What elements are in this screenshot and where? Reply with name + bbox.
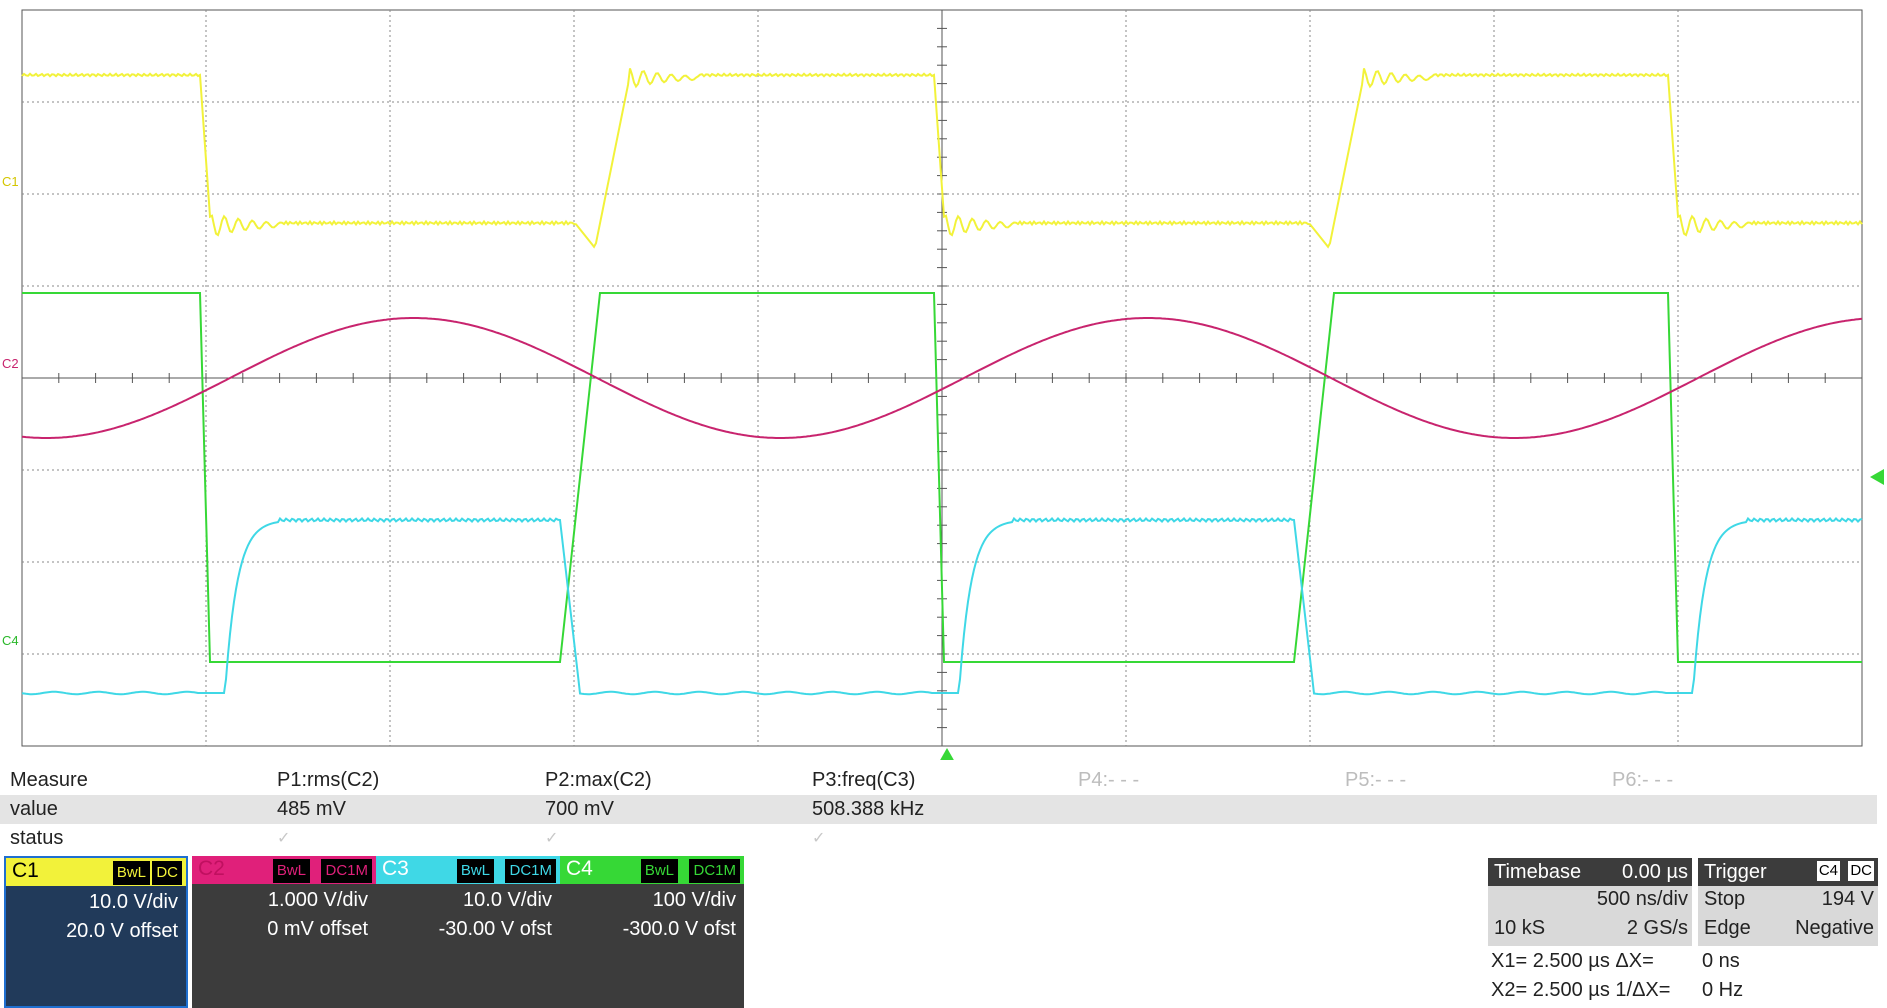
measure-p6-header[interactable]: P6:- - - [1612,769,1674,791]
cursor-dx: 0 ns [1702,950,1740,972]
trigger-mode: Stop [1704,888,1746,910]
trigger-type: Edge [1704,917,1751,939]
cursor-x2: X2= 2.500 µs 1/ΔX= [1491,979,1671,1001]
channel-c3-header: C3 BwL DC1M [376,856,560,884]
c2-trace[interactable] [21,317,1863,439]
measure-p3-value: 508.388 kHz [812,798,925,820]
trigger-coupling-badge: DC [1848,861,1874,881]
channel-c1-name: C1 [12,859,39,882]
channel-c4-vdiv: 100 V/div [652,889,736,911]
measure-p2-header[interactable]: P2:max(C2) [545,769,652,791]
channel-c3-vdiv: 10.0 V/div [463,889,552,911]
trigger-label: Trigger [1704,861,1767,883]
measure-value-label: value [10,798,58,820]
cursor-x1: X1= 2.500 µs ΔX= [1491,950,1654,972]
channel-c3-name: C3 [382,857,409,880]
measure-status-row: status ✓ ✓ ✓ [0,824,1877,853]
channel-c1-vdiv: 10.0 V/div [89,891,178,913]
c4-marker[interactable]: C4 [2,633,19,648]
traces [21,68,1863,696]
measure-p3-header[interactable]: P3:freq(C3) [812,769,916,791]
measure-table: Measure P1:rms(C2) P2:max(C2) P3:freq(C3… [0,766,1887,856]
channel-c3-offset: -30.00 V ofst [438,918,552,940]
trigger-slope: Negative [1795,917,1874,939]
channel-c1-coupling-badge: DC [152,861,182,885]
trigger-body: Stop 194 V Edge Negative [1698,886,1878,946]
measure-status-label: status [10,827,64,849]
channel-c1-header: C1 BwL DC [6,858,186,886]
channel-c4-coupling-badge: DC1M [689,859,740,883]
waveform-grid[interactable]: C1 C2 C4 [0,0,1887,760]
channel-c4-header: C4 BwL DC1M [560,856,744,884]
channel-c2-offset: 0 mV offset [267,918,368,940]
channel-markers: C1 C2 C4 [2,174,1884,760]
measure-header-row: Measure P1:rms(C2) P2:max(C2) P3:freq(C3… [0,766,1877,795]
measure-p3-status-icon: ✓ [812,830,826,847]
channel-c3-box[interactable]: C3 BwL DC1M 10.0 V/div -30.00 V ofst [376,856,560,1008]
channel-c4-offset: -300.0 V ofst [622,918,736,940]
timebase-body: 500 ns/div 10 kS 2 GS/s [1488,886,1692,946]
trigger-level-marker[interactable] [1870,469,1884,485]
timebase-samples: 10 kS [1494,917,1546,939]
channel-c1-offset: 20.0 V offset [66,920,178,942]
measure-header-label: Measure [10,769,88,791]
measure-p1-status-icon: ✓ [277,830,291,847]
c3-trace[interactable] [21,516,1863,696]
channel-c2-name: C2 [198,857,225,880]
channel-c1-box[interactable]: C1 BwL DC 10.0 V/div 20.0 V offset [4,856,188,1008]
trigger-source-badge: C4 [1816,861,1840,881]
channel-c2-bw-badge: BwL [272,859,310,883]
trigger-box[interactable]: Trigger C4 DC Stop 194 V Edge Negative [1698,858,1878,1008]
channel-c4-name: C4 [566,857,593,880]
trigger-position-marker[interactable] [939,748,955,760]
measure-p1-header[interactable]: P1:rms(C2) [277,769,380,791]
measure-p1-value: 485 mV [277,798,346,820]
channel-c2-coupling-badge: DC1M [321,859,372,883]
channel-c3-bw-badge: BwL [456,859,494,883]
timebase-delay: 0.00 µs [1621,861,1688,883]
trigger-header: Trigger C4 DC [1698,858,1878,886]
measure-p2-status-icon: ✓ [545,830,559,847]
timebase-tdiv: 500 ns/div [1596,888,1688,910]
channel-c3-coupling-badge: DC1M [505,859,556,883]
measure-p5-header[interactable]: P5:- - - [1345,769,1407,791]
cursor-readout: X1= 2.500 µs ΔX= 0 ns X2= 2.500 µs 1/ΔX=… [1488,948,1878,1008]
timebase-header: Timebase 0.00 µs [1488,858,1692,886]
measure-p2-value: 700 mV [545,798,614,820]
channel-c4-bw-badge: BwL [640,859,678,883]
c1-trace[interactable] [21,68,1863,249]
channel-c2-header: C2 BwL DC1M [192,856,376,884]
c1-marker[interactable]: C1 [2,174,19,189]
measure-value-row: value 485 mV 700 mV 508.388 kHz [0,795,1877,824]
timebase-label: Timebase [1494,861,1582,883]
channel-c1-bw-badge: BwL [112,861,150,885]
measure-p4-header[interactable]: P4:- - - [1078,769,1140,791]
c4-trace[interactable] [22,292,1862,663]
timebase-rate: 2 GS/s [1626,917,1688,939]
c2-marker[interactable]: C2 [2,356,19,371]
timebase-box[interactable]: Timebase 0.00 µs 500 ns/div 10 kS 2 GS/s [1488,858,1692,1008]
channel-c4-box[interactable]: C4 BwL DC1M 100 V/div -300.0 V ofst [560,856,744,1008]
trigger-level: 194 V [1821,888,1874,910]
channel-c2-box[interactable]: C2 BwL DC1M 1.000 V/div 0 mV offset [192,856,376,1008]
cursor-inv-dx: 0 Hz [1702,979,1744,1001]
channel-c2-vdiv: 1.000 V/div [267,889,368,911]
